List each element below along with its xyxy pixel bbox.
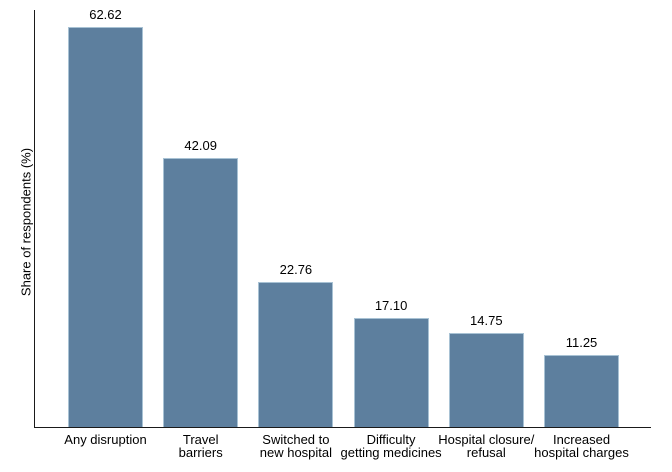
bar-value-label: 14.75	[470, 312, 503, 328]
bar	[544, 355, 619, 427]
bar	[68, 26, 143, 427]
category-label: Hospital closure/ refusal	[438, 432, 535, 460]
x-axis-line	[34, 427, 651, 429]
bar	[353, 317, 429, 427]
bar-value-label: 11.25	[565, 335, 598, 351]
bar-value-label: 17.10	[374, 297, 408, 313]
y-axis-line	[34, 10, 36, 427]
y-axis-label: Share of respondents (%)	[18, 147, 34, 297]
bar-value-label: 42.09	[184, 138, 217, 154]
category-label: Difficulty getting medicines	[340, 432, 442, 460]
category-label: Travel barriers	[178, 432, 223, 460]
bar-value-label: 22.76	[279, 261, 313, 277]
bar	[448, 332, 524, 427]
category-label: Any disruption	[64, 432, 147, 447]
category-label: Switched to new hospital	[259, 432, 333, 460]
bar-value-label: 62.62	[89, 6, 122, 22]
bar	[163, 158, 239, 427]
category-label: Increased hospital charges	[534, 432, 629, 460]
bar	[258, 281, 334, 427]
